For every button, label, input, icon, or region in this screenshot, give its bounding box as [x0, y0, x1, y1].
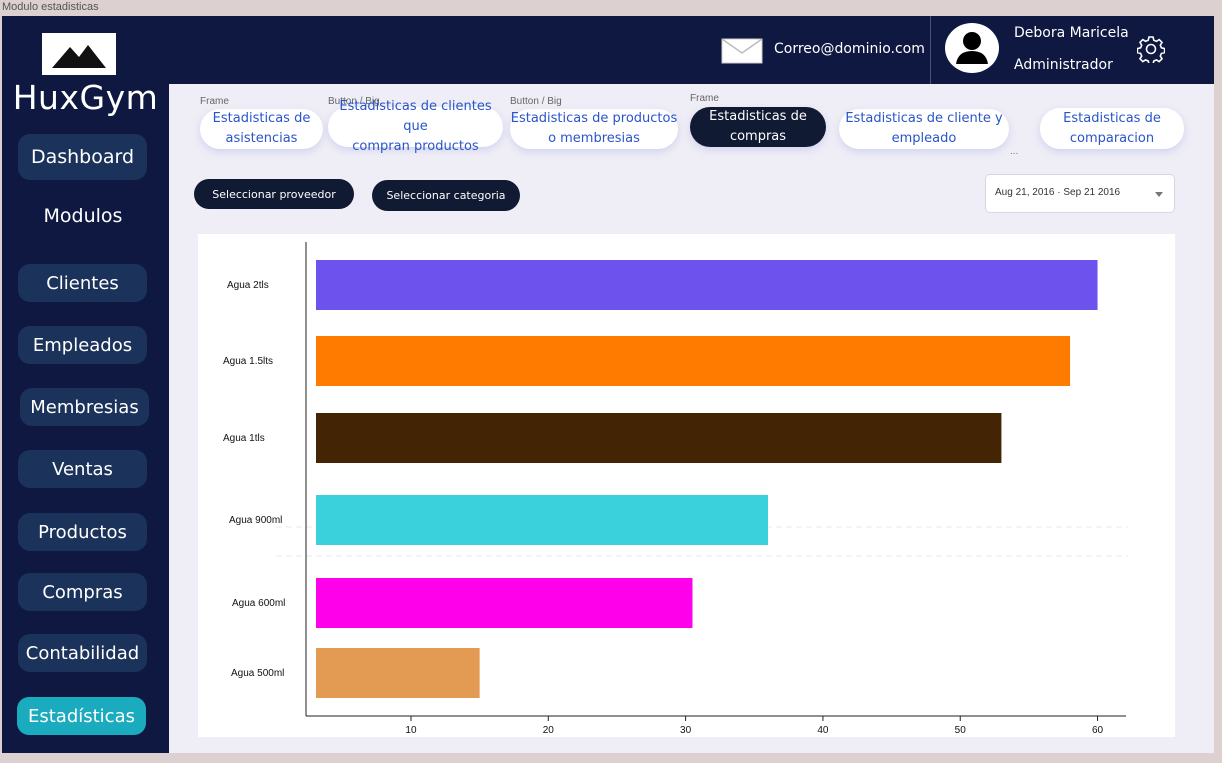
- tab-label: o membresias: [548, 131, 640, 146]
- sidebar-item-compras[interactable]: Compras: [18, 573, 147, 611]
- sidebar-item-estadisticas[interactable]: Estadísticas: [17, 697, 146, 735]
- chart-bar: [316, 336, 1071, 386]
- modulos-heading: Modulos: [43, 205, 123, 227]
- sidebar-item-empleados[interactable]: Empleados: [18, 326, 147, 364]
- x-tick-label: 30: [680, 725, 692, 736]
- sidebar-item-clientes[interactable]: Clientes: [18, 264, 147, 302]
- x-tick-label: 60: [1092, 725, 1104, 736]
- sidebar-item-contabilidad[interactable]: Contabilidad: [18, 634, 147, 672]
- x-tick-label: 20: [543, 725, 555, 736]
- header-divider: [930, 16, 931, 84]
- chart-bar: [316, 413, 1002, 463]
- tab-label: Estadisticas de: [1063, 110, 1161, 126]
- chart-bar: [316, 495, 768, 545]
- tab-label: empleado: [891, 131, 957, 146]
- tab-label: compras: [729, 129, 787, 144]
- date-range-value: Aug 21, 2016 · Sep 21 2016: [995, 187, 1121, 198]
- select-supplier-button[interactable]: Seleccionar proveedor: [194, 179, 354, 209]
- category-label: Agua 1tls: [223, 433, 265, 444]
- category-label: Agua 900ml: [229, 515, 282, 526]
- app-window: HuxGym Dashboard Modulos Clientes Emplea…: [2, 16, 1214, 753]
- date-range-select[interactable]: Aug 21, 2016 · Sep 21 2016: [985, 174, 1175, 213]
- category-label: Agua 1.5lts: [223, 356, 273, 367]
- chart-bar: [316, 578, 693, 628]
- tab-label: Estadisticas de productos: [510, 111, 678, 126]
- mail-icon[interactable]: [721, 38, 763, 64]
- button-big-label: Button / Big: [328, 96, 380, 107]
- brand-name: HuxGym: [12, 78, 159, 117]
- tabs-overflow-indicator: ...: [1010, 146, 1019, 157]
- sidebar-item-membresias[interactable]: Membresias: [20, 388, 149, 426]
- x-tick-label: 50: [955, 725, 967, 736]
- user-role: Administrador: [1014, 57, 1113, 73]
- dashboard-button[interactable]: Dashboard: [18, 134, 147, 180]
- frame-label: Frame: [690, 93, 719, 104]
- x-tick-label: 40: [817, 725, 829, 736]
- tab-comparacion[interactable]: Estadisticas de comparacion: [1040, 108, 1184, 149]
- tab-label: Estadisticas de: [212, 111, 311, 126]
- button-big-label: Button / Big: [510, 96, 562, 107]
- category-label: Agua 500ml: [231, 668, 284, 679]
- category-label: Agua 600ml: [232, 598, 285, 609]
- sidebar-item-ventas[interactable]: Ventas: [18, 450, 147, 488]
- tab-asistencias[interactable]: Estadisticas de asistencias: [200, 109, 323, 149]
- tab-label: compran productos: [352, 139, 479, 154]
- logo: [42, 33, 116, 75]
- user-name: Debora Maricela: [1014, 25, 1129, 41]
- chart-bar: [316, 260, 1098, 310]
- mountain-logo-icon: [52, 45, 106, 68]
- tab-productos-membresias[interactable]: Estadisticas de productos o membresias: [510, 109, 678, 149]
- tab-label: Estadisticas de: [709, 109, 807, 124]
- category-label: Agua 2tls: [227, 280, 269, 291]
- select-category-button[interactable]: Seleccionar categoria: [372, 180, 520, 211]
- tab-label: comparacion: [1069, 130, 1155, 146]
- bar-chart: Agua 2tls Agua 1.5lts Agua 1tls Agua 900ml A…: [223, 242, 1128, 736]
- sidebar: HuxGym Dashboard Modulos Clientes Emplea…: [2, 16, 169, 753]
- chart-bar: [316, 648, 480, 698]
- sidebar-item-productos[interactable]: Productos: [18, 513, 147, 551]
- gear-icon[interactable]: [1137, 35, 1165, 63]
- frame-title: Modulo estadisticas: [2, 1, 99, 13]
- email-text: Correo@dominio.com: [774, 41, 925, 57]
- x-tick-label: 10: [405, 725, 417, 736]
- tab-label: Estadisticas de cliente y: [845, 111, 1003, 126]
- top-header: Correo@dominio.com Debora Maricela Admin…: [169, 16, 1214, 84]
- chevron-down-icon: [1155, 192, 1163, 197]
- tab-clientes-productos[interactable]: Estadisticas de clientes que compran prod…: [328, 99, 503, 154]
- frame-label: Frame: [200, 96, 229, 107]
- chart-panel: Agua 2tls Agua 1.5lts Agua 1tls Agua 900ml A…: [198, 234, 1175, 737]
- tab-compras[interactable]: Estadisticas de compras: [690, 107, 826, 147]
- tab-cliente-empleado[interactable]: Estadisticas de cliente y empleado: [839, 109, 1009, 149]
- tab-label: asistencias: [225, 131, 298, 146]
- user-avatar-icon[interactable]: [944, 23, 1000, 73]
- tab-label: Estadisticas de clientes que: [339, 99, 492, 134]
